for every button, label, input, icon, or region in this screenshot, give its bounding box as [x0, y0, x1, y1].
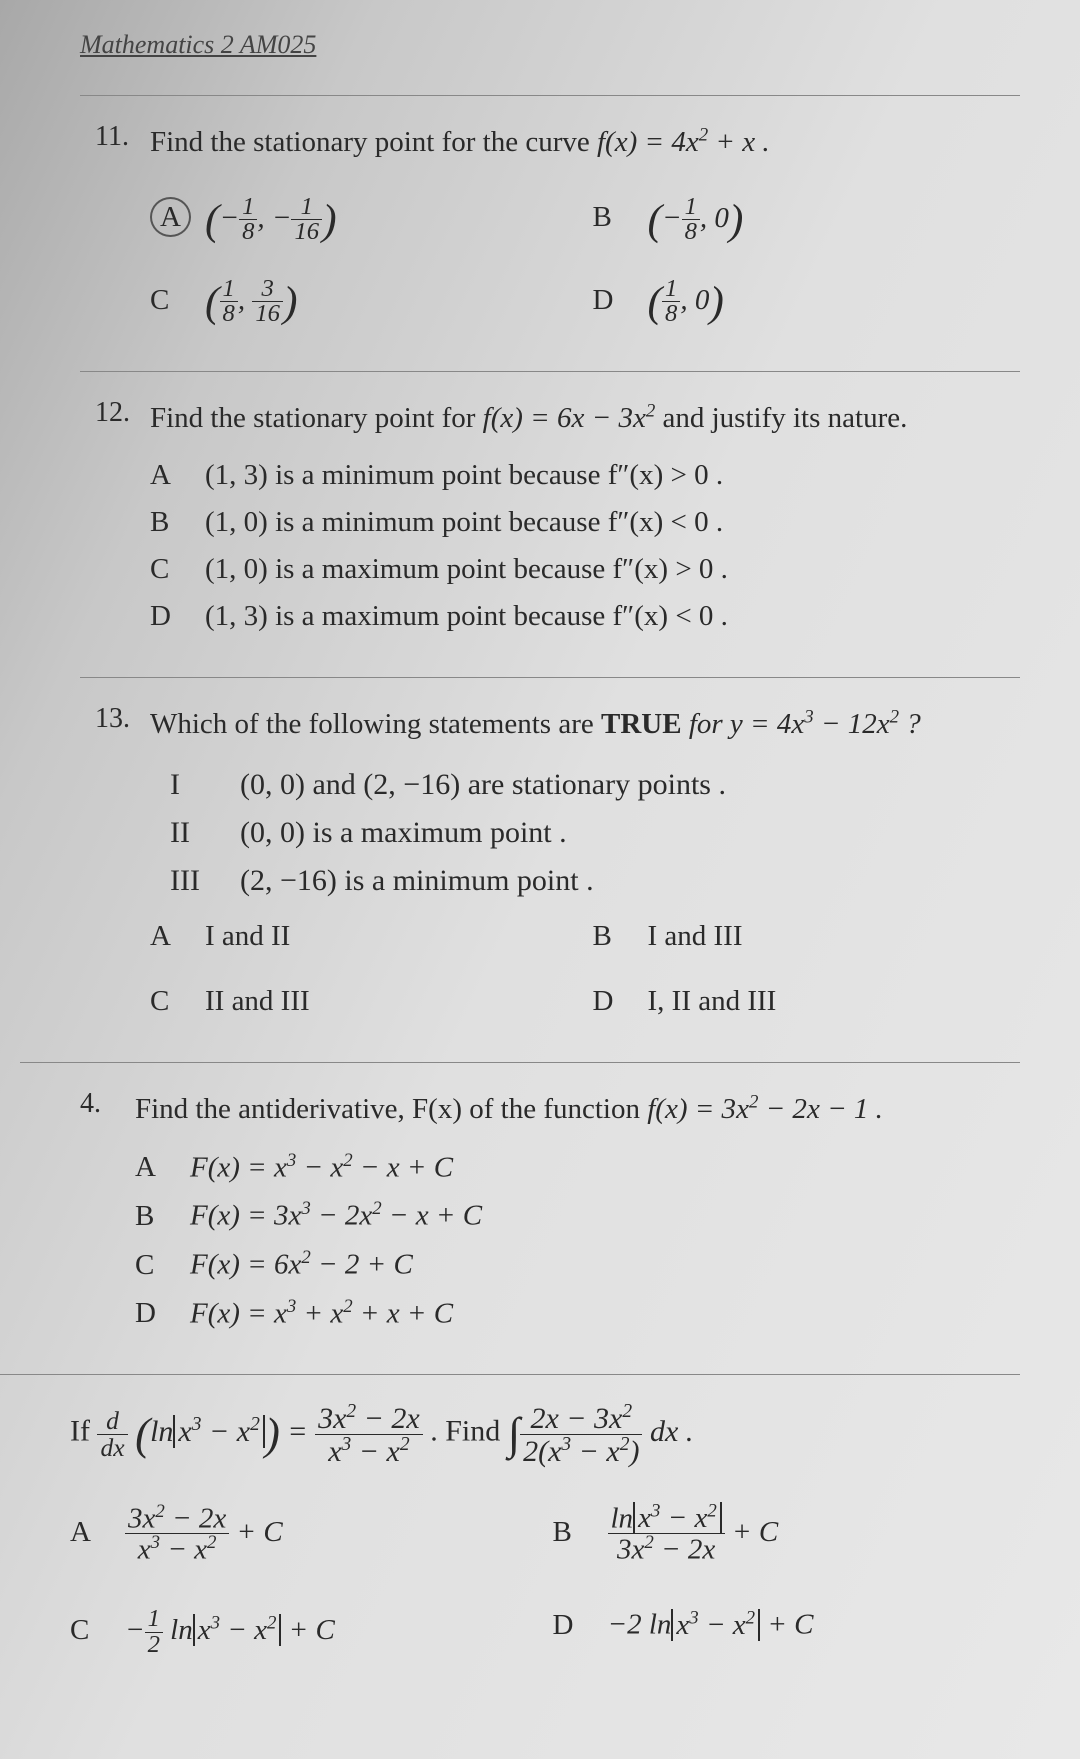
q12-number: 12.: [95, 397, 150, 429]
q11-option-a: A (−18, −116): [150, 195, 563, 245]
question-14: 4. Find the antiderivative, F(x) of the …: [20, 1062, 1020, 1374]
q11-function: f(x) = 4x2 + x .: [597, 126, 770, 158]
q12-text: Find the stationary point for f(x) = 6x …: [150, 397, 1005, 441]
q13-statement-ii: II(0, 0) is a maximum point .: [170, 816, 1005, 850]
q12-option-b: B(1, 0) is a minimum point because f″(x)…: [150, 506, 1005, 539]
q12-option-c: C(1, 0) is a maximum point because f″(x)…: [150, 553, 1005, 586]
question-11: 11. Find the stationary point for the cu…: [80, 95, 1020, 371]
q15-option-d: D −2 lnx3 − x2 + C: [553, 1607, 1006, 1657]
question-15: If ddx (lnx3 − x2) = 3x2 − 2xx3 − x2 . F…: [0, 1374, 1020, 1701]
q13-number: 13.: [95, 703, 150, 735]
q11-text: Find the stationary point for the curve …: [150, 121, 1005, 165]
q15-text: If ddx (lnx3 − x2) = 3x2 − 2xx3 − x2 . F…: [70, 1400, 1005, 1468]
q12-option-d: D(1, 3) is a maximum point because f″(x)…: [150, 600, 1005, 633]
q13-statement-iii: III(2, −16) is a minimum point .: [170, 864, 1005, 898]
q12-option-a: A(1, 3) is a minimum point because f″(x)…: [150, 459, 1005, 492]
q14-option-c: CF(x) = 6x2 − 2 + C: [135, 1247, 1005, 1282]
q15-option-b: B lnx3 − x23x2 − 2x + C: [553, 1503, 1006, 1565]
q13-option-b: BI and III: [593, 920, 1006, 953]
q13-option-a: AI and II: [150, 920, 563, 953]
exam-page: Mathematics 2 AM025 11. Find the station…: [0, 0, 1080, 1731]
question-13: 13. Which of the following statements ar…: [80, 677, 1020, 1063]
q14-text: Find the antiderivative, F(x) of the fun…: [135, 1088, 1005, 1132]
q13-option-c: CII and III: [150, 985, 563, 1018]
q14-option-d: DF(x) = x3 + x2 + x + C: [135, 1296, 1005, 1331]
question-12: 12. Find the stationary point for f(x) =…: [80, 371, 1020, 677]
q15-option-a: A 3x2 − 2xx3 − x2 + C: [70, 1503, 523, 1565]
q13-option-d: DI, II and III: [593, 985, 1006, 1018]
q14-option-b: BF(x) = 3x3 − 2x2 − x + C: [135, 1198, 1005, 1233]
q13-statement-i: I(0, 0) and (2, −16) are stationary poin…: [170, 768, 1005, 802]
q14-number: 4.: [80, 1088, 135, 1120]
q11-option-c: C (18, 316): [150, 277, 563, 327]
q11-number: 11.: [95, 121, 150, 153]
page-header: Mathematics 2 AM025: [80, 30, 1020, 60]
q11-option-b: B (−18, 0): [593, 195, 1006, 245]
q14-option-a: AF(x) = x3 − x2 − x + C: [135, 1150, 1005, 1185]
q13-text: Which of the following statements are TR…: [150, 703, 1005, 747]
q15-option-c: C −12 lnx3 − x2 + C: [70, 1607, 523, 1657]
q11-option-d: D (18, 0): [593, 277, 1006, 327]
